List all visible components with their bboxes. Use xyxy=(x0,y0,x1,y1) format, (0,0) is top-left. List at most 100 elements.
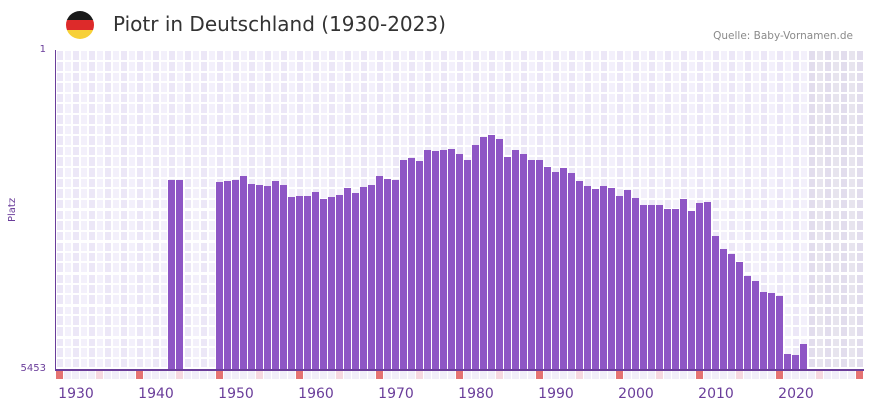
bar-1951[interactable] xyxy=(240,175,247,370)
bar-1958[interactable] xyxy=(296,195,303,370)
bar-1978[interactable] xyxy=(456,153,463,370)
bar-1953[interactable] xyxy=(256,184,263,370)
bar-1988[interactable] xyxy=(536,159,543,370)
bar-1969[interactable] xyxy=(384,178,391,370)
bar-2001[interactable] xyxy=(640,204,647,370)
bar-1952[interactable] xyxy=(248,183,255,370)
bar-1955[interactable] xyxy=(272,180,279,370)
grid-cell xyxy=(433,51,439,81)
bar-1968[interactable] xyxy=(376,175,383,370)
bar-1964[interactable] xyxy=(344,187,351,370)
grid-cell xyxy=(145,275,151,305)
bar-1959[interactable] xyxy=(304,195,311,370)
grid-cell xyxy=(465,83,471,113)
bar-1962[interactable] xyxy=(328,196,335,370)
bar-1949[interactable] xyxy=(224,180,231,370)
bar-1989[interactable] xyxy=(544,166,551,370)
bar-2002[interactable] xyxy=(648,204,655,370)
bar-2016[interactable] xyxy=(760,291,767,370)
bar-2020[interactable] xyxy=(792,354,799,370)
bar-1984[interactable] xyxy=(504,156,511,370)
bar-2003[interactable] xyxy=(656,204,663,370)
bar-1963[interactable] xyxy=(336,194,343,370)
grid-cell xyxy=(633,147,639,177)
bar-1942[interactable] xyxy=(168,179,175,370)
bar-2014[interactable] xyxy=(744,275,751,370)
bar-1966[interactable] xyxy=(360,186,367,370)
grid-cell xyxy=(649,51,655,81)
grid-cell xyxy=(265,115,271,145)
bar-2010[interactable] xyxy=(712,235,719,370)
bar-2005[interactable] xyxy=(672,208,679,370)
bar-1961[interactable] xyxy=(320,198,327,370)
bar-2018[interactable] xyxy=(776,295,783,370)
bar-1960[interactable] xyxy=(312,191,319,370)
bar-2011[interactable] xyxy=(720,248,727,370)
bar-2021[interactable] xyxy=(800,343,807,370)
source-link[interactable]: Quelle: Baby-Vornamen.de xyxy=(713,30,853,42)
bar-1948[interactable] xyxy=(216,181,223,370)
grid-cell xyxy=(329,83,335,113)
bar-1981[interactable] xyxy=(480,136,487,370)
bar-1994[interactable] xyxy=(584,185,591,370)
grid-cell xyxy=(817,147,823,177)
bar-1956[interactable] xyxy=(280,184,287,370)
bar-1970[interactable] xyxy=(392,179,399,370)
bar-1990[interactable] xyxy=(552,171,559,370)
bar-1974[interactable] xyxy=(424,149,431,370)
bar-2006[interactable] xyxy=(680,198,687,370)
grid-cell xyxy=(857,83,863,113)
bar-2008[interactable] xyxy=(696,202,703,370)
bar-1998[interactable] xyxy=(616,195,623,370)
bar-1995[interactable] xyxy=(592,188,599,370)
grid-cell xyxy=(777,115,783,145)
grid-cell xyxy=(441,83,447,113)
bar-1979[interactable] xyxy=(464,159,471,370)
bar-2015[interactable] xyxy=(752,280,759,370)
year-marker xyxy=(392,371,399,379)
grid-cell xyxy=(353,115,359,145)
year-marker xyxy=(632,371,639,379)
bar-2012[interactable] xyxy=(728,253,735,370)
bar-1980[interactable] xyxy=(472,144,479,370)
bar-1965[interactable] xyxy=(352,192,359,370)
bar-2007[interactable] xyxy=(688,210,695,370)
bar-1999[interactable] xyxy=(624,189,631,370)
grid-cell xyxy=(649,83,655,113)
bar-1987[interactable] xyxy=(528,159,535,370)
grid-cell xyxy=(97,51,103,81)
grid-cell xyxy=(681,115,687,145)
bar-1977[interactable] xyxy=(448,148,455,370)
bar-1993[interactable] xyxy=(576,180,583,370)
grid-cell xyxy=(265,83,271,113)
bar-1967[interactable] xyxy=(368,184,375,370)
bar-2009[interactable] xyxy=(704,201,711,370)
bar-1950[interactable] xyxy=(232,179,239,370)
bar-1975[interactable] xyxy=(432,150,439,370)
bar-1973[interactable] xyxy=(416,160,423,370)
bar-1996[interactable] xyxy=(600,185,607,370)
bar-1985[interactable] xyxy=(512,149,519,370)
bar-2004[interactable] xyxy=(664,208,671,370)
bar-1997[interactable] xyxy=(608,187,615,370)
bar-1954[interactable] xyxy=(264,185,271,370)
bar-1983[interactable] xyxy=(496,138,503,370)
bar-1992[interactable] xyxy=(568,172,575,370)
bar-1943[interactable] xyxy=(176,179,183,370)
grid-cell xyxy=(377,83,383,113)
bar-1976[interactable] xyxy=(440,149,447,370)
bar-1982[interactable] xyxy=(488,134,495,370)
grid-cell xyxy=(121,83,127,113)
bar-1957[interactable] xyxy=(288,196,295,370)
bar-1972[interactable] xyxy=(408,157,415,370)
bar-2017[interactable] xyxy=(768,292,775,370)
bar-2019[interactable] xyxy=(784,353,791,370)
bar-2013[interactable] xyxy=(736,261,743,370)
bar-2000[interactable] xyxy=(632,197,639,370)
grid-cell xyxy=(617,147,623,177)
grid-cell xyxy=(489,115,495,145)
year-marker xyxy=(768,371,775,379)
bar-1991[interactable] xyxy=(560,167,567,370)
bar-1971[interactable] xyxy=(400,159,407,370)
bar-1986[interactable] xyxy=(520,153,527,370)
